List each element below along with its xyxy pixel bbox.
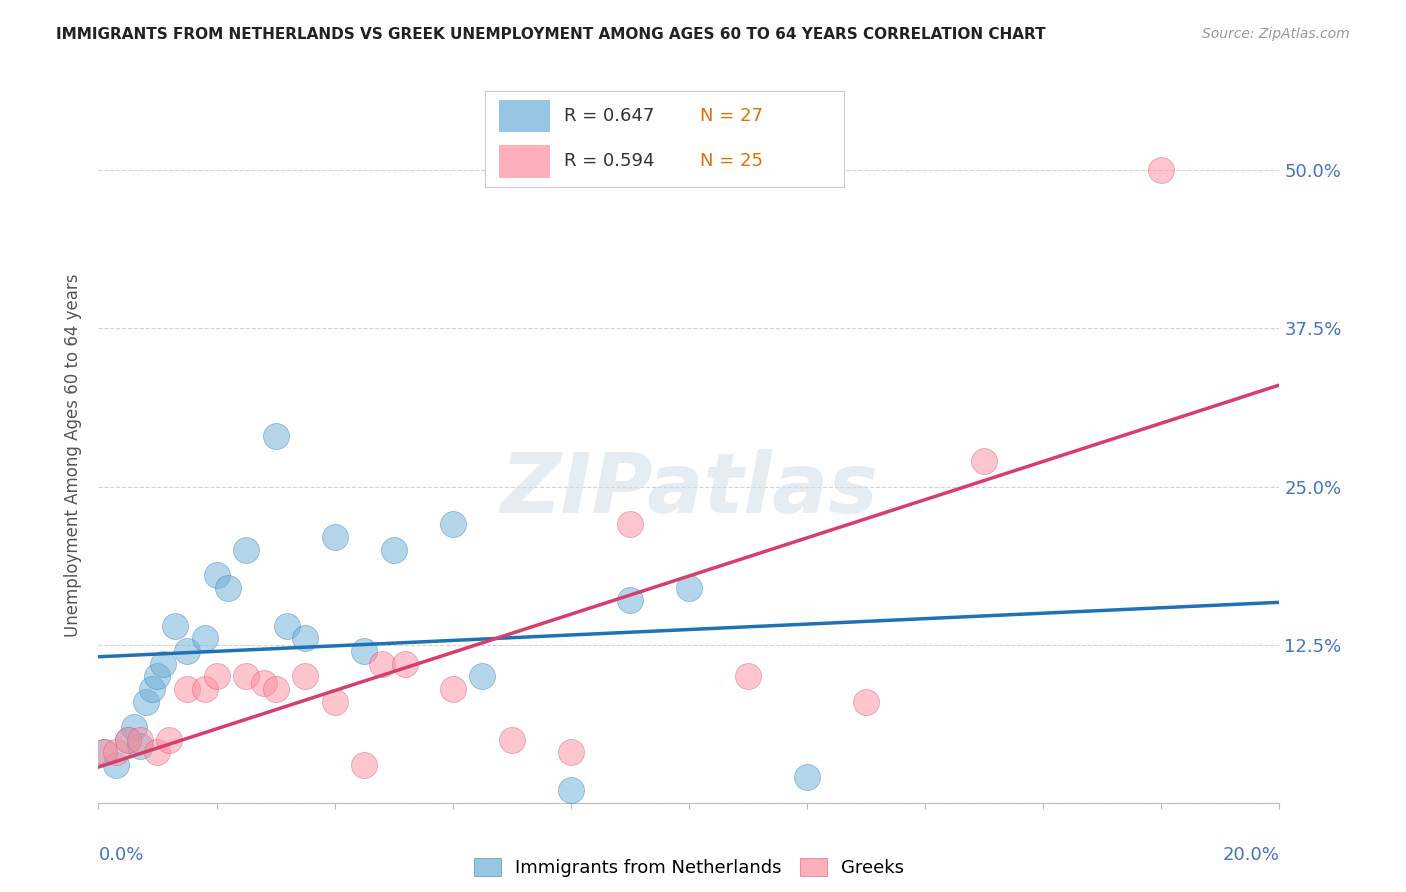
Immigrants from Netherlands <box>217 581 239 595</box>
Text: IMMIGRANTS FROM NETHERLANDS VS GREEK UNEMPLOYMENT AMONG AGES 60 TO 64 YEARS CORR: IMMIGRANTS FROM NETHERLANDS VS GREEK UNE… <box>56 27 1046 42</box>
Immigrants from Netherlands <box>93 745 115 759</box>
Immigrants from Netherlands <box>294 632 316 646</box>
Immigrants from Netherlands <box>560 783 582 797</box>
Greeks <box>235 669 257 683</box>
Greeks <box>394 657 416 671</box>
Immigrants from Netherlands <box>141 681 163 696</box>
Text: N = 27: N = 27 <box>700 107 763 125</box>
Immigrants from Netherlands <box>323 530 346 544</box>
Immigrants from Netherlands <box>471 669 494 683</box>
Immigrants from Netherlands <box>152 657 174 671</box>
Greeks <box>294 669 316 683</box>
Greeks <box>253 675 276 690</box>
Immigrants from Netherlands <box>441 517 464 532</box>
Greeks <box>619 517 641 532</box>
Immigrants from Netherlands <box>276 618 298 632</box>
Immigrants from Netherlands <box>796 771 818 785</box>
Greeks <box>264 681 287 696</box>
Bar <box>499 145 550 178</box>
Text: ZIPatlas: ZIPatlas <box>501 450 877 530</box>
Legend: Immigrants from Netherlands, Greeks: Immigrants from Netherlands, Greeks <box>467 850 911 884</box>
Greeks <box>353 757 375 772</box>
Y-axis label: Unemployment Among Ages 60 to 64 years: Unemployment Among Ages 60 to 64 years <box>65 273 83 637</box>
Greeks <box>1150 163 1173 178</box>
Greeks <box>441 681 464 696</box>
Greeks <box>146 745 169 759</box>
Immigrants from Netherlands <box>105 757 128 772</box>
Immigrants from Netherlands <box>235 542 257 557</box>
Greeks <box>855 695 877 709</box>
Greeks <box>105 745 128 759</box>
Greeks <box>128 732 150 747</box>
Greeks <box>371 657 394 671</box>
Immigrants from Netherlands <box>176 644 198 658</box>
Bar <box>499 100 550 132</box>
Immigrants from Netherlands <box>353 644 375 658</box>
Greeks <box>323 695 346 709</box>
Immigrants from Netherlands <box>146 669 169 683</box>
Greeks <box>157 732 180 747</box>
Text: 20.0%: 20.0% <box>1223 846 1279 863</box>
Immigrants from Netherlands <box>194 632 217 646</box>
Text: 0.0%: 0.0% <box>98 846 143 863</box>
Immigrants from Netherlands <box>165 618 187 632</box>
Immigrants from Netherlands <box>135 695 157 709</box>
Greeks <box>205 669 228 683</box>
Text: R = 0.594: R = 0.594 <box>564 153 654 170</box>
Immigrants from Netherlands <box>205 568 228 582</box>
Text: N = 25: N = 25 <box>700 153 763 170</box>
Greeks <box>973 454 995 468</box>
Immigrants from Netherlands <box>678 581 700 595</box>
Immigrants from Netherlands <box>264 429 287 443</box>
Immigrants from Netherlands <box>619 593 641 607</box>
Immigrants from Netherlands <box>122 720 145 734</box>
Greeks <box>176 681 198 696</box>
Text: R = 0.647: R = 0.647 <box>564 107 654 125</box>
Immigrants from Netherlands <box>117 732 139 747</box>
Greeks <box>194 681 217 696</box>
Greeks <box>117 732 139 747</box>
Greeks <box>737 669 759 683</box>
Text: Source: ZipAtlas.com: Source: ZipAtlas.com <box>1202 27 1350 41</box>
Immigrants from Netherlands <box>128 739 150 753</box>
Greeks <box>93 745 115 759</box>
Greeks <box>560 745 582 759</box>
Immigrants from Netherlands <box>382 542 405 557</box>
Greeks <box>501 732 523 747</box>
